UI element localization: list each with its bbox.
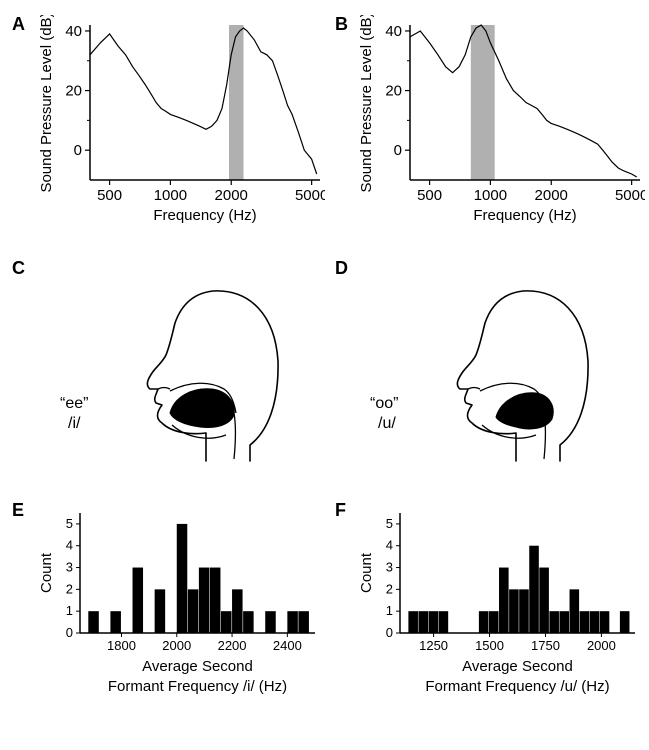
svg-text:2000: 2000 (162, 638, 191, 653)
svg-text:2000: 2000 (587, 638, 616, 653)
svg-text:40: 40 (65, 23, 82, 40)
svg-text:5000: 5000 (295, 187, 325, 204)
svg-text:“oo”: “oo” (370, 395, 398, 412)
svg-text:1250: 1250 (419, 638, 448, 653)
svg-text:0: 0 (66, 625, 73, 640)
svg-text:1000: 1000 (154, 187, 187, 204)
svg-text:20: 20 (65, 83, 82, 100)
svg-text:1000: 1000 (474, 187, 507, 204)
svg-text:Average Second: Average Second (462, 658, 573, 675)
svg-text:0: 0 (74, 142, 82, 159)
svg-text:1500: 1500 (475, 638, 504, 653)
svg-text:“ee”: “ee” (60, 395, 88, 412)
svg-text:2000: 2000 (535, 187, 568, 204)
head-diagram-D: “oo” /u/ (370, 258, 630, 468)
svg-text:Sound Pressure Level (dB): Sound Pressure Level (dB) (358, 15, 375, 193)
svg-text:4: 4 (386, 538, 393, 553)
svg-text:/i/: /i/ (68, 415, 81, 432)
svg-text:0: 0 (386, 625, 393, 640)
histogram-F: 0 1 2 3 4 5 1250 1500 1750 2000 Count Average Secon… (355, 505, 649, 740)
svg-text:40: 40 (385, 23, 402, 40)
svg-text:1800: 1800 (107, 638, 136, 653)
svg-text:5: 5 (386, 516, 393, 531)
svg-text:Frequency (Hz): Frequency (Hz) (153, 207, 256, 224)
panel-label-E: E (12, 500, 24, 521)
svg-text:5000: 5000 (615, 187, 645, 204)
svg-text:4: 4 (66, 538, 73, 553)
svg-text:2200: 2200 (218, 638, 247, 653)
svg-text:Formant Frequency /i/ (Hz): Formant Frequency /i/ (Hz) (108, 678, 287, 695)
panel-label-F: F (335, 500, 346, 521)
spectrum-chart-A: 0 20 40 500 1000 2000 5000 Frequency (Hz) Sound … (35, 15, 325, 230)
svg-text:Formant Frequency /u/ (Hz): Formant Frequency /u/ (Hz) (425, 678, 609, 695)
svg-text:3: 3 (386, 560, 393, 575)
svg-text:Average Second: Average Second (142, 658, 253, 675)
panel-label-A: A (12, 14, 25, 35)
svg-text:5: 5 (66, 516, 73, 531)
svg-text:/u/: /u/ (378, 415, 396, 432)
svg-text:2: 2 (66, 581, 73, 596)
svg-text:1: 1 (386, 603, 393, 618)
svg-text:1750: 1750 (531, 638, 560, 653)
svg-text:Frequency (Hz): Frequency (Hz) (473, 207, 576, 224)
panel-label-B: B (335, 14, 348, 35)
svg-text:2: 2 (386, 581, 393, 596)
svg-text:Count: Count (38, 552, 55, 593)
svg-text:500: 500 (417, 187, 442, 204)
panel-label-D: D (335, 258, 348, 279)
svg-text:20: 20 (385, 83, 402, 100)
svg-text:3: 3 (66, 560, 73, 575)
svg-text:500: 500 (97, 187, 122, 204)
svg-text:2400: 2400 (273, 638, 302, 653)
svg-text:Count: Count (358, 552, 375, 593)
svg-text:2000: 2000 (215, 187, 248, 204)
histogram-E: 0 1 2 3 4 5 1800 2000 2200 2400 Count Average Secon… (35, 505, 335, 740)
svg-text:Sound Pressure Level (dB): Sound Pressure Level (dB) (38, 15, 55, 193)
head-diagram-C: “ee” /i/ (60, 258, 320, 468)
spectrum-chart-B: 0 20 40 500 1000 2000 5000 Frequency (Hz) Sound … (355, 15, 645, 230)
panel-label-C: C (12, 258, 25, 279)
svg-text:1: 1 (66, 603, 73, 618)
svg-text:0: 0 (394, 142, 402, 159)
